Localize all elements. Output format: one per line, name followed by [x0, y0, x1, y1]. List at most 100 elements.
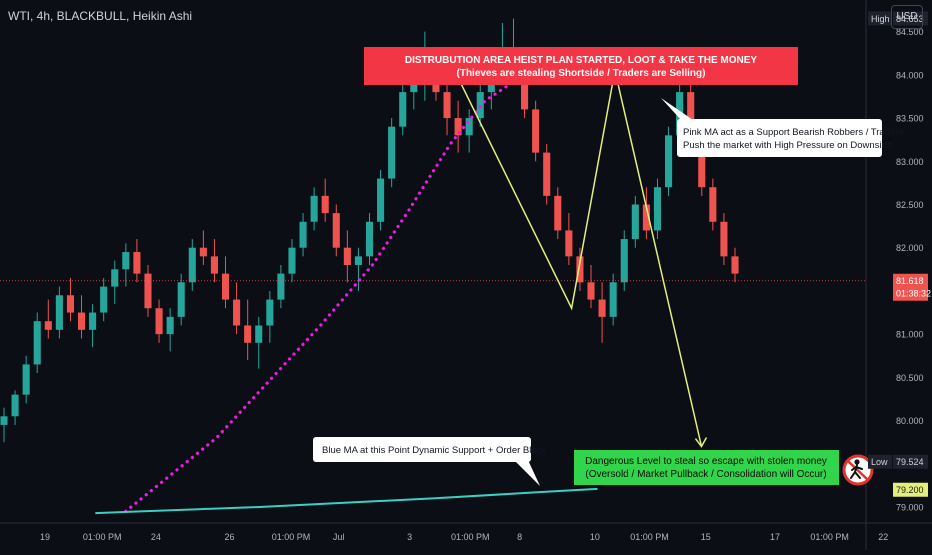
candle-body [521, 66, 529, 110]
candle-body [33, 321, 41, 365]
current-price-value: 81.618 [896, 276, 924, 286]
candle-body [565, 230, 573, 257]
dangerous-level-line2: (Oversold / Market Pullback / Consolidat… [585, 469, 826, 480]
moving-averages [95, 60, 708, 515]
bar-countdown: 01:38:32 [896, 289, 931, 299]
candle-body [0, 416, 8, 425]
price-tick-label: 80.000 [896, 416, 924, 426]
pink-ma-line [123, 60, 686, 513]
candle-body [399, 92, 407, 127]
time-tick-label: Jul [333, 532, 345, 542]
low-label: Low [871, 457, 888, 467]
low-badge [893, 454, 928, 469]
candle-body [188, 247, 196, 283]
candle-body [476, 92, 484, 119]
candle-body [532, 109, 540, 153]
candle-body [365, 221, 374, 257]
candle-body [687, 92, 695, 144]
blue-ma-line [95, 487, 598, 515]
candle-body [321, 195, 329, 214]
candle-body [100, 286, 108, 313]
candle-body [310, 195, 318, 222]
candle-body [233, 299, 241, 326]
candle-body [609, 282, 617, 317]
candle-body [55, 295, 63, 330]
candle-body [653, 187, 662, 231]
time-tick-label: 26 [224, 532, 234, 542]
zigzag-projection-line [449, 61, 703, 447]
time-tick-label: 01:00 PM [810, 532, 849, 542]
price-tick-label: 83.000 [896, 157, 924, 167]
currency-button[interactable]: USD [891, 5, 923, 29]
time-tick-label: 15 [701, 532, 711, 542]
time-tick-label: 01:00 PM [451, 532, 490, 542]
candle-body [277, 273, 285, 300]
candle-body [244, 325, 252, 343]
low-label-badge [868, 454, 892, 469]
candle-body [620, 239, 628, 283]
candle-body [443, 92, 451, 119]
chart-title: WTI, 4h, BLACKBULL, Heikin Ashi [8, 9, 193, 23]
candle-body [332, 213, 340, 248]
price-tick-label: 83.500 [896, 114, 924, 124]
thief-escape-icon [842, 454, 874, 486]
high-badge [893, 11, 928, 26]
price-badges: 84.653 High 79.524 Low 79.200 81.618 01:38:32 [868, 11, 931, 497]
price-tick-label: 82.000 [896, 243, 924, 253]
high-label: High [871, 14, 890, 24]
time-tick-label: 24 [151, 532, 161, 542]
candle-body [587, 282, 595, 300]
candle-body [111, 269, 119, 287]
candle-body [266, 299, 274, 326]
pink-ma-callout-line2: Push the market with High Pressure on Do… [683, 140, 892, 151]
candle-body [177, 282, 185, 317]
pink-ma-callout-line1: Pink MA act as a Support Bearish Robbers… [683, 127, 903, 138]
candle-body [642, 204, 650, 231]
candle-body [410, 83, 418, 93]
candle-body [44, 321, 52, 330]
time-tick-label: 19 [40, 532, 50, 542]
annotations: DISTRUBUTION AREA HEIST PLAN STARTED, LO… [313, 47, 903, 486]
time-tick-label: 01:00 PM [272, 532, 311, 542]
high-value: 84.653 [896, 14, 924, 24]
time-tick-label: 3 [407, 532, 412, 542]
candle-body [11, 394, 19, 417]
candle-body [354, 256, 362, 265]
candle-body [576, 256, 584, 283]
price-tick-label: 80.500 [896, 373, 924, 383]
candle-body [709, 187, 717, 222]
candle-body [144, 273, 152, 309]
current-price-badge [893, 273, 928, 301]
candle-body [731, 256, 739, 274]
price-tick-label: 81.000 [896, 330, 924, 340]
candle-body [388, 126, 396, 179]
price-tick-label: 82.500 [896, 200, 924, 210]
price-tick-label: 84.000 [896, 70, 924, 80]
candle-body [255, 325, 263, 343]
candle-body [89, 312, 97, 330]
blue-ma-callout [313, 437, 531, 462]
time-tick-label: 8 [517, 532, 522, 542]
blue-ma-callout-pointer [514, 460, 540, 486]
dangerous-level-box [574, 450, 839, 485]
candle-body [122, 252, 130, 270]
candle-body [166, 316, 174, 335]
candle-body [155, 308, 163, 335]
zigzag-arrowhead [694, 437, 708, 448]
candle-body [210, 256, 218, 274]
price-tick-label: 79.000 [896, 503, 924, 513]
low-value: 79.524 [896, 457, 924, 467]
candle-body [299, 221, 307, 248]
time-tick-label: 01:00 PM [630, 532, 669, 542]
banner-line1: DISTRUBUTION AREA HEIST PLAN STARTED, LO… [405, 55, 758, 66]
banner-line2: (Thieves are stealing Shortside / Trader… [457, 68, 706, 79]
dangerous-level-line1: Dangerous Level to steal so escape with … [585, 456, 827, 467]
time-tick-label: 22 [878, 532, 888, 542]
candle-body [66, 295, 74, 313]
pink-ma-callout-pointer [661, 98, 696, 122]
time-tick-label: 17 [770, 532, 780, 542]
candle-body [133, 252, 141, 274]
time-axis: 19 01:00 PM 24 26 01:00 PM Jul 3 01:00 PM 8 10 01:… [40, 532, 888, 542]
